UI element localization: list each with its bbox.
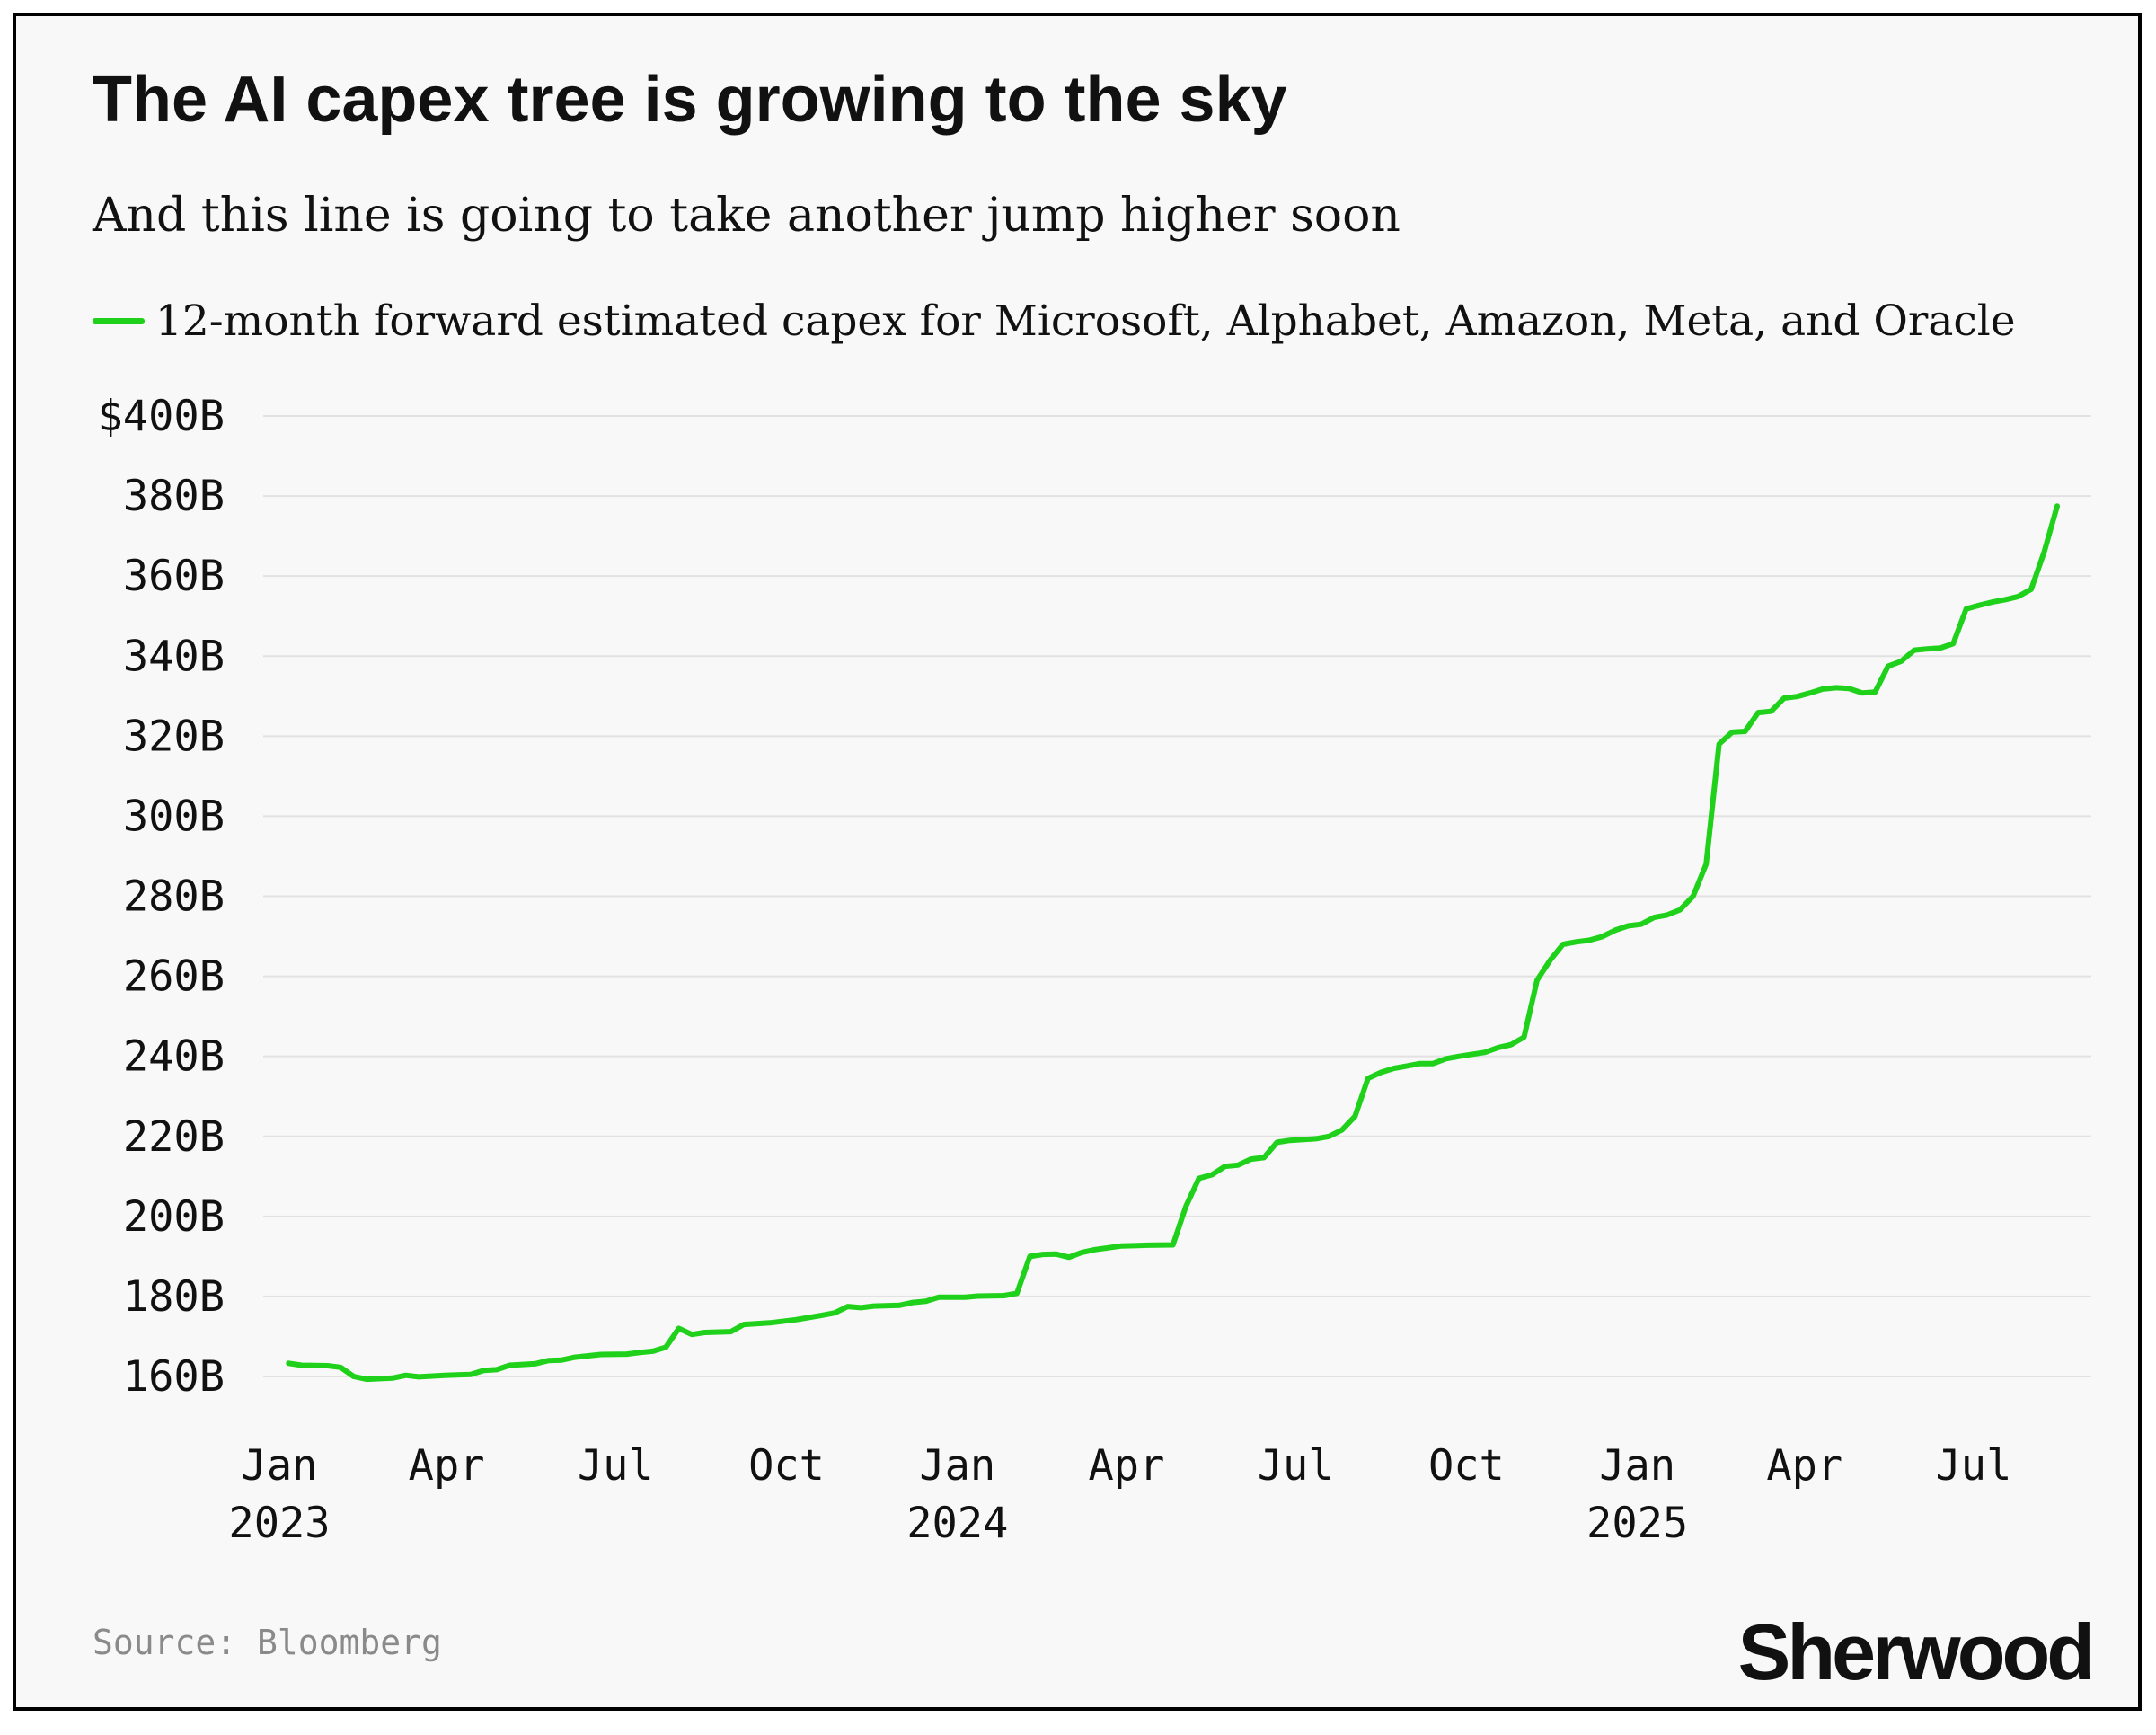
x-tick-label: Jan: [242, 1441, 318, 1491]
chart-subtitle: And this line is going to take another j…: [93, 189, 1401, 243]
y-tick-label: 240B: [123, 1032, 225, 1082]
legend-swatch: [93, 318, 145, 324]
chart-card: [13, 13, 2142, 1711]
brand-logo: Sherwood: [1737, 1607, 2095, 1696]
x-tick-label: Jul: [1258, 1441, 1334, 1491]
y-tick-label: 300B: [123, 792, 225, 841]
x-tick-label: Jan: [1599, 1441, 1675, 1491]
series-line: [286, 503, 2060, 1383]
source-note: Source: Bloomberg: [93, 1623, 442, 1662]
x-tick-label: Apr: [1766, 1441, 1842, 1491]
y-tick-label: 180B: [123, 1272, 225, 1322]
x-tick-label: Jan: [919, 1441, 995, 1491]
y-tick-label: 360B: [123, 552, 225, 601]
y-tick-label: 280B: [123, 872, 225, 922]
x-tick-label: Jul: [578, 1441, 654, 1491]
chart-title: The AI capex tree is growing to the sky: [93, 64, 1287, 136]
x-tick-label: Jul: [1935, 1441, 2011, 1491]
legend-label: 12-month forward estimated capex for Mic…: [155, 297, 2016, 346]
y-tick-label: 200B: [123, 1192, 225, 1242]
y-tick-label: 160B: [123, 1352, 225, 1402]
x-axis-tick-labels: Jan 2023 Apr Jul Oct Jan 2024 Apr Jul Oct Jan 2025 A…: [228, 1441, 2011, 1548]
y-axis-tick-labels: $400B 380B 360B 340B 320B 300B 280B 260B 240B 220…: [98, 392, 225, 1402]
y-tick-label: 340B: [123, 632, 225, 681]
y-tick-label: $400B: [98, 392, 225, 441]
legend: 12-month forward estimated capex for Mic…: [93, 297, 2016, 346]
y-tick-label: 380B: [123, 472, 225, 521]
y-tick-label: 320B: [123, 712, 225, 761]
y-tick-label: 220B: [123, 1112, 225, 1162]
y-tick-label: 260B: [123, 952, 225, 1002]
x-tick-label: Apr: [1089, 1441, 1165, 1491]
x-tick-label: Apr: [409, 1441, 485, 1491]
series-layer: [286, 503, 2060, 1383]
x-tick-label: Oct: [1428, 1441, 1505, 1491]
x-tick-label: Oct: [748, 1441, 825, 1491]
x-tick-year-label: 2023: [228, 1499, 330, 1548]
x-tick-year-label: 2025: [1586, 1499, 1688, 1548]
x-tick-year-label: 2024: [906, 1499, 1008, 1548]
gridlines: [263, 415, 2091, 1377]
